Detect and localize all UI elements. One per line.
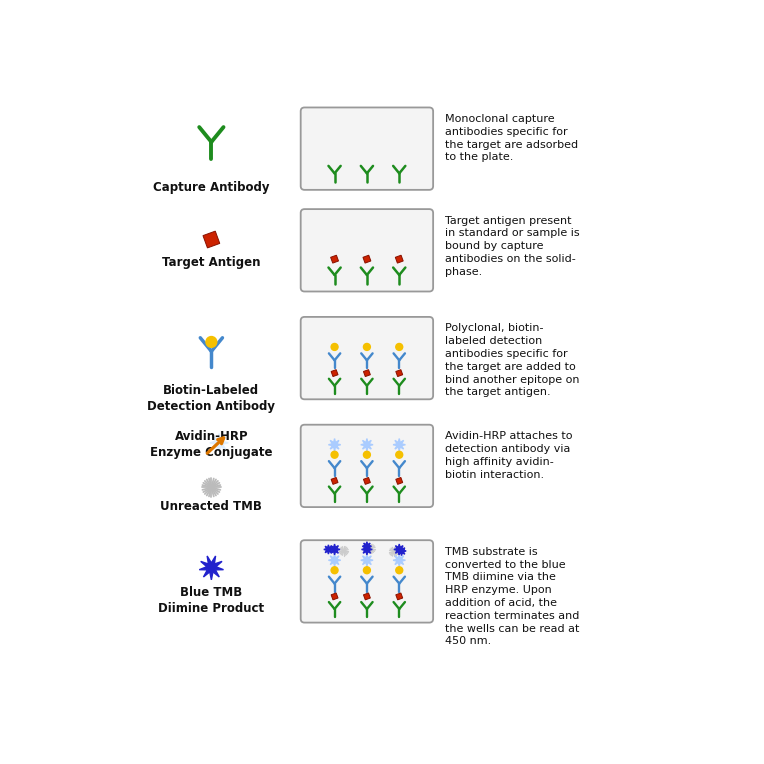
Polygon shape [329, 554, 341, 566]
FancyBboxPatch shape [331, 255, 338, 263]
Polygon shape [329, 544, 340, 555]
FancyBboxPatch shape [301, 317, 433, 400]
Circle shape [396, 344, 403, 351]
FancyBboxPatch shape [396, 370, 403, 377]
Text: TMB substrate is
converted to the blue
TMB diimine via the
HRP enzyme. Upon
addi: TMB substrate is converted to the blue T… [445, 547, 580, 646]
FancyBboxPatch shape [301, 425, 433, 507]
Text: Avidin-HRP
Enzyme Conjugate: Avidin-HRP Enzyme Conjugate [150, 430, 273, 459]
FancyBboxPatch shape [301, 209, 433, 292]
Polygon shape [199, 556, 224, 580]
Text: Capture Antibody: Capture Antibody [153, 181, 270, 194]
FancyBboxPatch shape [364, 478, 371, 484]
FancyBboxPatch shape [363, 255, 371, 263]
Text: Target antigen present
in standard or sample is
bound by capture
antibodies on t: Target antigen present in standard or sa… [445, 215, 580, 277]
Polygon shape [393, 439, 406, 451]
Polygon shape [361, 554, 373, 566]
FancyBboxPatch shape [301, 540, 433, 623]
Circle shape [364, 567, 371, 574]
Polygon shape [397, 546, 406, 555]
Circle shape [331, 452, 338, 458]
Text: Monoclonal capture
antibodies specific for
the target are adsorbed
to the plate.: Monoclonal capture antibodies specific f… [445, 114, 578, 163]
Polygon shape [362, 542, 371, 551]
Polygon shape [393, 554, 406, 566]
FancyBboxPatch shape [331, 370, 338, 377]
Circle shape [331, 567, 338, 574]
FancyBboxPatch shape [331, 478, 338, 484]
Circle shape [396, 452, 403, 458]
FancyBboxPatch shape [396, 593, 403, 600]
FancyBboxPatch shape [396, 478, 403, 484]
Polygon shape [394, 544, 405, 555]
FancyBboxPatch shape [331, 593, 338, 600]
Polygon shape [329, 439, 341, 451]
Text: Avidin-HRP attaches to
detection antibody via
high affinity avidin-
biotin inter: Avidin-HRP attaches to detection antibod… [445, 431, 573, 480]
Text: Target Antigen: Target Antigen [162, 257, 261, 270]
Circle shape [364, 344, 371, 351]
Circle shape [206, 336, 217, 348]
Text: Blue TMB
Diimine Product: Blue TMB Diimine Product [158, 586, 264, 614]
Polygon shape [210, 433, 228, 452]
Circle shape [331, 344, 338, 351]
FancyBboxPatch shape [203, 231, 220, 248]
Polygon shape [324, 545, 333, 554]
FancyBboxPatch shape [364, 370, 371, 377]
FancyBboxPatch shape [395, 255, 403, 263]
Polygon shape [361, 544, 372, 555]
Text: Polyclonal, biotin-
labeled detection
antibodies specific for
the target are add: Polyclonal, biotin- labeled detection an… [445, 323, 580, 397]
Polygon shape [361, 439, 373, 451]
Text: Biotin-Labeled
Detection Antibody: Biotin-Labeled Detection Antibody [147, 384, 275, 413]
Text: Unreacted TMB: Unreacted TMB [160, 500, 262, 513]
Circle shape [396, 567, 403, 574]
FancyBboxPatch shape [301, 108, 433, 190]
Circle shape [364, 452, 371, 458]
FancyBboxPatch shape [364, 593, 371, 600]
